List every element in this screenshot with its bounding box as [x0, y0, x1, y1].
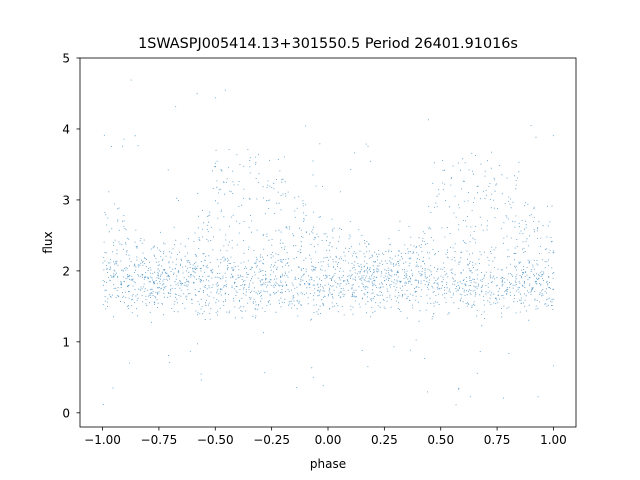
y-tick-label: 2 — [62, 264, 70, 278]
y-tick-label: 0 — [62, 406, 70, 420]
y-tick-label: 4 — [62, 122, 70, 136]
x-tick-label: 0.50 — [427, 433, 454, 447]
y-axis-label: flux — [41, 231, 55, 253]
y-tick-label: 5 — [62, 52, 70, 66]
x-tick-label: −1.00 — [84, 433, 121, 447]
x-tick-label: −0.50 — [197, 433, 234, 447]
x-tick-label: 0.25 — [371, 433, 398, 447]
x-tick-label: 0.00 — [315, 433, 342, 447]
x-axis-ticks: −1.00 −0.75 −0.50 −0.25 0.00 0.25 0.50 0.75 1.00 — [84, 427, 567, 447]
y-tick-label: 3 — [62, 193, 70, 207]
x-axis-label: phase — [310, 457, 346, 471]
y-axis-ticks: 0 1 2 3 4 5 — [62, 52, 80, 420]
x-tick-label: −0.75 — [141, 433, 178, 447]
chart-title: 1SWASPJ005414.13+301550.5 Period 26401.9… — [138, 36, 518, 52]
y-tick-label: 1 — [62, 335, 70, 349]
x-tick-label: 1.00 — [540, 433, 567, 447]
x-tick-label: 0.75 — [484, 433, 511, 447]
x-tick-label: −0.25 — [253, 433, 290, 447]
